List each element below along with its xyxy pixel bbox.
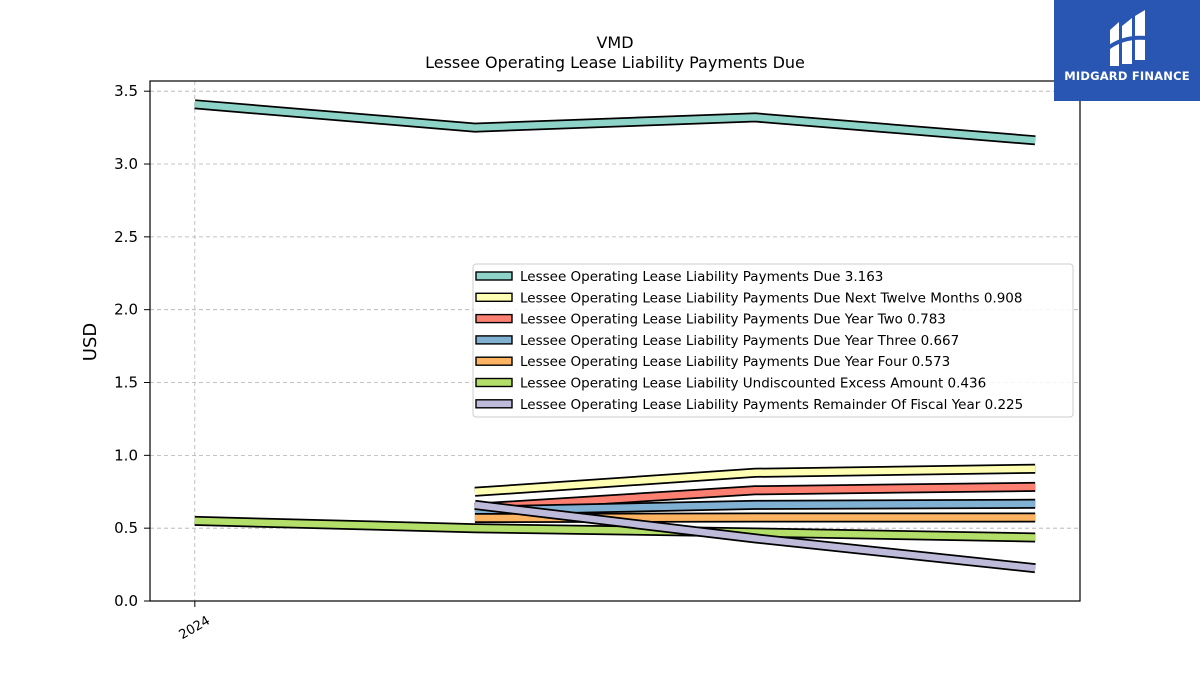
legend: Lessee Operating Lease Liability Payment… bbox=[472, 263, 1074, 418]
y-tick-label: 0.0 bbox=[114, 592, 138, 610]
legend-swatch bbox=[475, 377, 513, 388]
legend-swatch bbox=[475, 271, 513, 281]
legend-label: Lessee Operating Lease Liability Payment… bbox=[520, 397, 1023, 413]
brand-logo: MIDGARD FINANCE bbox=[1054, 0, 1200, 101]
legend-item: Lessee Operating Lease Liability Payment… bbox=[475, 397, 1023, 413]
legend-label: Lessee Operating Lease Liability Payment… bbox=[520, 290, 1022, 306]
legend-item: Lessee Operating Lease Liability Payment… bbox=[475, 354, 950, 370]
legend-swatch bbox=[475, 292, 513, 302]
y-tick-label: 2.5 bbox=[114, 228, 138, 246]
y-tick-label: 3.5 bbox=[114, 82, 138, 100]
series-line-1 bbox=[194, 99, 1036, 146]
series-layer bbox=[194, 99, 1036, 574]
legend-swatch bbox=[475, 356, 513, 366]
legend-item: Lessee Operating Lease Liability Undisco… bbox=[475, 376, 986, 392]
series-core bbox=[474, 483, 1036, 512]
legend-label: Lessee Operating Lease Liability Payment… bbox=[520, 312, 946, 328]
plot-frame bbox=[149, 80, 1081, 602]
chart-title: VMD bbox=[596, 33, 633, 52]
legend-swatch bbox=[475, 313, 513, 324]
legend-label: Lessee Operating Lease Liability Payment… bbox=[520, 333, 959, 349]
series-line-2 bbox=[474, 463, 1036, 497]
series-core bbox=[474, 500, 1036, 514]
series-line-7 bbox=[474, 499, 1036, 574]
series-core bbox=[474, 465, 1036, 496]
series-line-6 bbox=[194, 515, 1036, 543]
legend-label: Lessee Operating Lease Liability Undisco… bbox=[520, 376, 986, 392]
legend-label: Lessee Operating Lease Liability Payment… bbox=[520, 354, 950, 370]
legend-item: Lessee Operating Lease Liability Payment… bbox=[475, 269, 883, 285]
series-line-3 bbox=[474, 481, 1036, 513]
y-axis-label: USD bbox=[80, 323, 101, 361]
y-tick-label: 3.0 bbox=[114, 155, 138, 173]
legend-swatch bbox=[475, 335, 513, 345]
x-tick-label: 2024 bbox=[177, 613, 213, 643]
legend-box bbox=[472, 263, 1074, 418]
legend-label: Lessee Operating Lease Liability Payment… bbox=[520, 269, 883, 285]
series-core bbox=[194, 517, 1036, 541]
midgard-logo-icon bbox=[1106, 10, 1147, 66]
y-tick-label: 0.5 bbox=[114, 519, 138, 537]
series-core bbox=[194, 101, 1036, 144]
legend-item: Lessee Operating Lease Liability Payment… bbox=[475, 312, 946, 328]
series-core bbox=[474, 501, 1036, 572]
x-axis: 2024 bbox=[177, 601, 213, 643]
legend-item: Lessee Operating Lease Liability Payment… bbox=[475, 290, 1022, 306]
legend-item: Lessee Operating Lease Liability Payment… bbox=[475, 333, 959, 349]
series-line-4 bbox=[474, 498, 1036, 516]
y-tick-label: 1.0 bbox=[114, 446, 138, 464]
brand-name: MIDGARD FINANCE bbox=[1064, 69, 1190, 83]
legend-swatch bbox=[475, 399, 513, 409]
y-tick-label: 2.0 bbox=[114, 301, 138, 319]
y-axis: 0.0 0.5 1.0 1.5 2.0 2.5 3.0 3.5 bbox=[114, 82, 150, 610]
chart-subtitle: Lessee Operating Lease Liability Payment… bbox=[425, 53, 805, 72]
y-tick-label: 1.5 bbox=[114, 374, 138, 392]
